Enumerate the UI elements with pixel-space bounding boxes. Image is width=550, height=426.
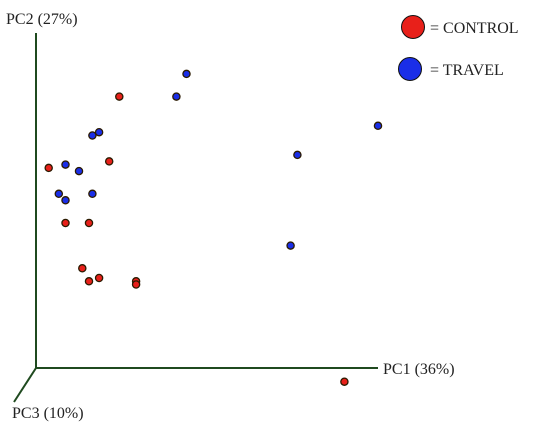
legend-control-label: = CONTROL (430, 20, 519, 37)
control-point-4 (61, 218, 70, 228)
travel-point-4 (88, 131, 97, 140)
pc2-axis-label: PC2 (27%) (6, 11, 78, 28)
travel-point-12 (286, 241, 295, 250)
control-point-8 (94, 273, 104, 283)
control-point-10 (131, 280, 141, 289)
travel-point-11 (373, 121, 383, 131)
legend-control-swatch (401, 15, 425, 39)
data-points (44, 69, 383, 386)
control-point-7 (84, 277, 94, 286)
control-point-6 (78, 264, 87, 273)
travel-point-7 (54, 189, 64, 199)
pc3-axis (13, 367, 37, 403)
travel-point-5 (61, 160, 70, 169)
legend-travel-swatch (398, 57, 422, 81)
pc3-axis-label: PC3 (10%) (12, 405, 84, 422)
travel-point-1 (182, 69, 191, 79)
legend-travel-label: = TRAVEL (430, 62, 504, 79)
travel-point-3 (94, 127, 104, 137)
travel-point-10 (293, 150, 302, 160)
travel-point-9 (88, 189, 97, 199)
travel-point-8 (61, 196, 70, 205)
travel-point-2 (172, 92, 181, 101)
control-point-1 (115, 92, 124, 101)
pc1-axis-label: PC1 (36%) (383, 361, 455, 378)
control-point-3 (104, 157, 114, 166)
travel-point-6 (74, 166, 84, 176)
legend: = CONTROL = TRAVEL (398, 15, 519, 81)
control-point-2 (44, 163, 53, 173)
control-point-5 (84, 218, 94, 228)
control-point-11 (340, 377, 349, 386)
